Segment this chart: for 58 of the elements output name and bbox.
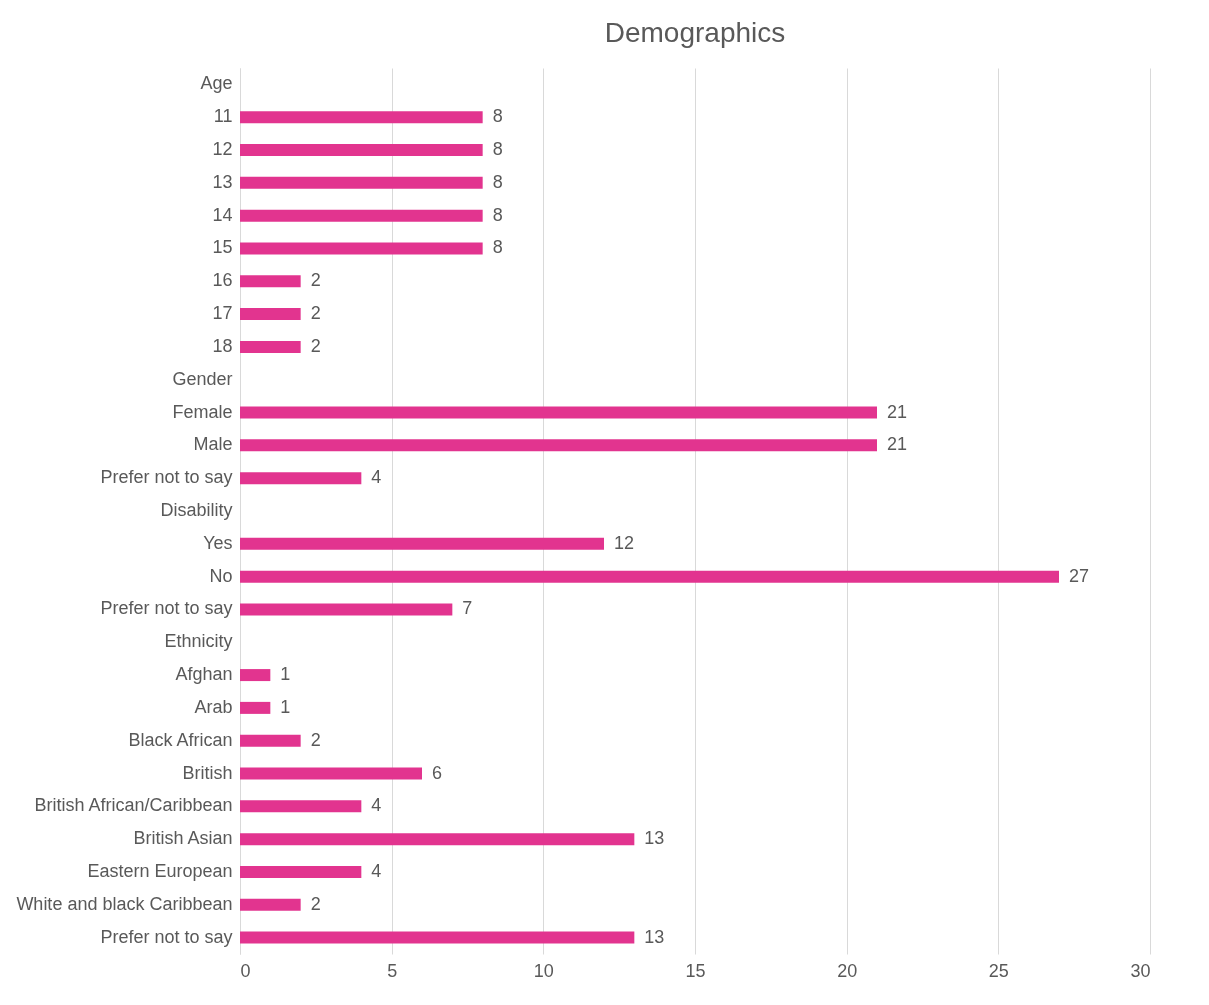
data-label: 8 <box>492 171 503 192</box>
y-tick-label: 16 <box>212 270 233 291</box>
y-tick-label: British African/Caribbean <box>34 795 233 816</box>
y-tick-label: 17 <box>212 303 233 324</box>
data-label: 2 <box>310 893 321 914</box>
data-label: 13 <box>644 926 665 947</box>
y-tick-label: 14 <box>212 204 233 225</box>
x-tick-label: 25 <box>988 960 1009 981</box>
data-label: 27 <box>1069 565 1090 586</box>
y-tick-label: Afghan <box>175 664 233 685</box>
y-tick-label: White and black Caribbean <box>16 893 233 914</box>
x-tick-label: 15 <box>685 960 706 981</box>
data-label: 6 <box>432 762 443 783</box>
y-tick-label: Female <box>172 401 233 422</box>
data-label: 8 <box>492 204 503 225</box>
data-label: 4 <box>371 467 382 488</box>
data-label: 1 <box>280 664 291 685</box>
x-tick-label: 20 <box>837 960 858 981</box>
x-tick-label: 30 <box>1130 960 1151 981</box>
y-tick-label: Gender <box>172 368 233 389</box>
x-tick-label: 10 <box>533 960 554 981</box>
data-label: 2 <box>310 303 321 324</box>
data-label: 8 <box>492 139 503 160</box>
y-tick-label: No <box>209 565 233 586</box>
data-label: 2 <box>310 270 321 291</box>
data-label: 4 <box>371 795 382 816</box>
y-tick-label: Male <box>193 434 233 455</box>
y-tick-label: Black African <box>128 729 233 750</box>
data-label: 2 <box>310 729 321 750</box>
data-label: 2 <box>310 335 321 356</box>
data-label: 21 <box>887 401 908 422</box>
data-label: 12 <box>614 532 635 553</box>
y-tick-label: 12 <box>212 139 233 160</box>
y-tick-label: Eastern European <box>87 860 233 881</box>
data-label: 4 <box>371 860 382 881</box>
data-label: 21 <box>887 434 908 455</box>
y-tick-label: Prefer not to say <box>100 598 233 619</box>
y-tick-label: Yes <box>203 532 233 553</box>
y-tick-label: 11 <box>213 106 233 127</box>
y-tick-label: Age <box>200 73 233 94</box>
y-tick-label: 15 <box>212 237 233 258</box>
y-tick-label: 18 <box>212 335 233 356</box>
data-label: 8 <box>492 237 503 258</box>
x-tick-label: 5 <box>387 960 398 981</box>
y-tick-label: 13 <box>212 171 233 192</box>
chart-title: Demographics <box>604 17 786 48</box>
data-label: 8 <box>492 106 503 127</box>
data-label: 7 <box>462 598 473 619</box>
y-tick-label: Prefer not to say <box>100 926 233 947</box>
y-tick-label: Ethnicity <box>164 631 233 652</box>
y-tick-label: Prefer not to say <box>100 467 233 488</box>
y-tick-label: British <box>182 762 233 783</box>
y-tick-label: British Asian <box>133 828 233 849</box>
x-tick-label: 0 <box>240 960 251 981</box>
data-label: 1 <box>280 696 291 717</box>
y-tick-label: Disability <box>160 500 233 520</box>
y-tick-label: Arab <box>194 696 233 717</box>
data-label: 13 <box>644 828 665 849</box>
